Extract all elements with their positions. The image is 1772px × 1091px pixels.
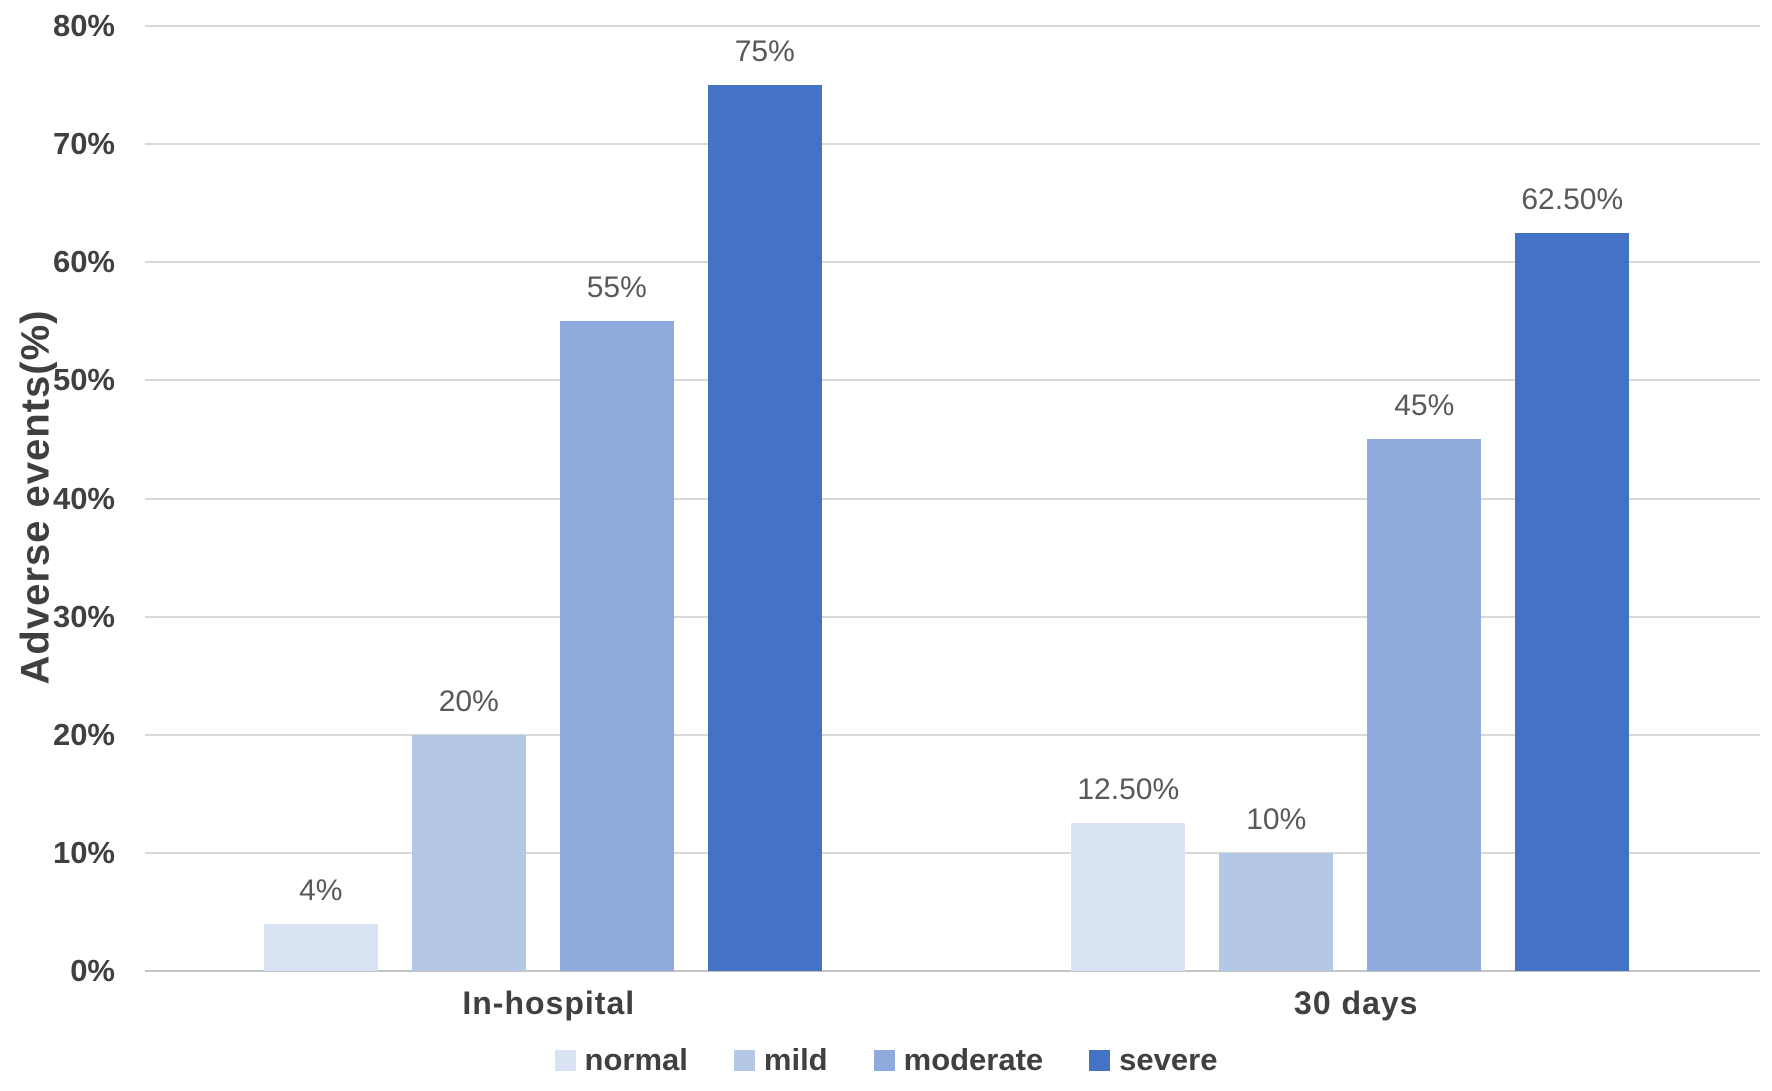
bar-moderate-30-days: 45% — [1367, 389, 1482, 971]
legend-label-severe: severe — [1119, 1042, 1218, 1077]
gridline-40 — [145, 497, 1760, 500]
y-tick-label-70: 70% — [52, 126, 115, 162]
y-axis-title: Adverse events(%) — [13, 309, 58, 685]
value-label-severe-in-hospital: 75% — [734, 35, 795, 69]
bar-mild-30-days: 10% — [1219, 803, 1334, 971]
legend-label-mild: mild — [763, 1042, 828, 1077]
x-axis-line — [145, 970, 1760, 972]
legend-swatch-icon-moderate — [873, 1049, 895, 1071]
legend-item-moderate: moderate — [873, 1042, 1044, 1078]
y-tick-label-40: 40% — [52, 480, 115, 516]
value-label-mild-in-hospital: 20% — [438, 684, 499, 718]
legend-label-moderate: moderate — [903, 1042, 1044, 1077]
legend-item-mild: mild — [733, 1042, 828, 1078]
gridline-20 — [145, 733, 1760, 736]
bar-group-in-hospital: 4% 20% 55% 75% — [263, 35, 834, 971]
bar-group-30-days: 12.50% 10% 45% 62.50% — [1071, 183, 1641, 971]
y-tick-label-20: 20% — [52, 716, 115, 752]
bar-moderate-in-hospital: 55% — [559, 271, 674, 971]
category-label-in-hospital: In-hospital — [462, 985, 636, 1021]
y-tick-label-10: 10% — [52, 834, 115, 870]
bar-severe-30-days: 62.50% — [1515, 183, 1630, 971]
legend: normal mild moderate severe — [0, 1038, 1772, 1082]
value-label-moderate-in-hospital: 55% — [586, 271, 647, 305]
category-label-30-days: 30 days — [1294, 985, 1419, 1021]
bar-normal-in-hospital: 4% — [263, 874, 378, 971]
y-tick-label-60: 60% — [52, 244, 115, 280]
gridline-30 — [145, 615, 1760, 618]
value-label-moderate-30-days: 45% — [1394, 389, 1455, 423]
y-tick-label-80: 80% — [52, 8, 115, 43]
value-label-severe-30-days: 62.50% — [1521, 182, 1624, 216]
y-tick-label-30: 30% — [52, 598, 115, 634]
legend-swatch-icon-normal — [554, 1049, 576, 1071]
y-tick-label-0: 0% — [70, 953, 115, 988]
gridline-80 — [145, 25, 1760, 27]
y-tick-label-50: 50% — [52, 362, 115, 398]
legend-item-normal: normal — [554, 1042, 688, 1078]
value-label-normal-in-hospital: 4% — [299, 873, 343, 907]
legend-item-severe: severe — [1089, 1042, 1217, 1078]
legend-swatch-icon-severe — [1089, 1049, 1111, 1071]
bar-normal-30-days: 12.50% — [1071, 773, 1186, 971]
legend-label-normal: normal — [584, 1042, 688, 1077]
value-label-mild-30-days: 10% — [1246, 802, 1307, 836]
gridline-50 — [145, 379, 1760, 382]
plot-area: 0% 10% 20% 30% 40% 50% 60% 70% 80% 4% 20% 55% 75% In-… — [53, 8, 1760, 1021]
gridline-70 — [145, 143, 1760, 146]
bar-mild-in-hospital: 20% — [411, 685, 526, 971]
gridline-10 — [145, 851, 1760, 854]
bar-severe-in-hospital: 75% — [707, 35, 822, 971]
value-label-normal-30-days: 12.50% — [1077, 773, 1180, 807]
gridline-60 — [145, 261, 1760, 264]
legend-swatch-icon-mild — [733, 1049, 755, 1071]
